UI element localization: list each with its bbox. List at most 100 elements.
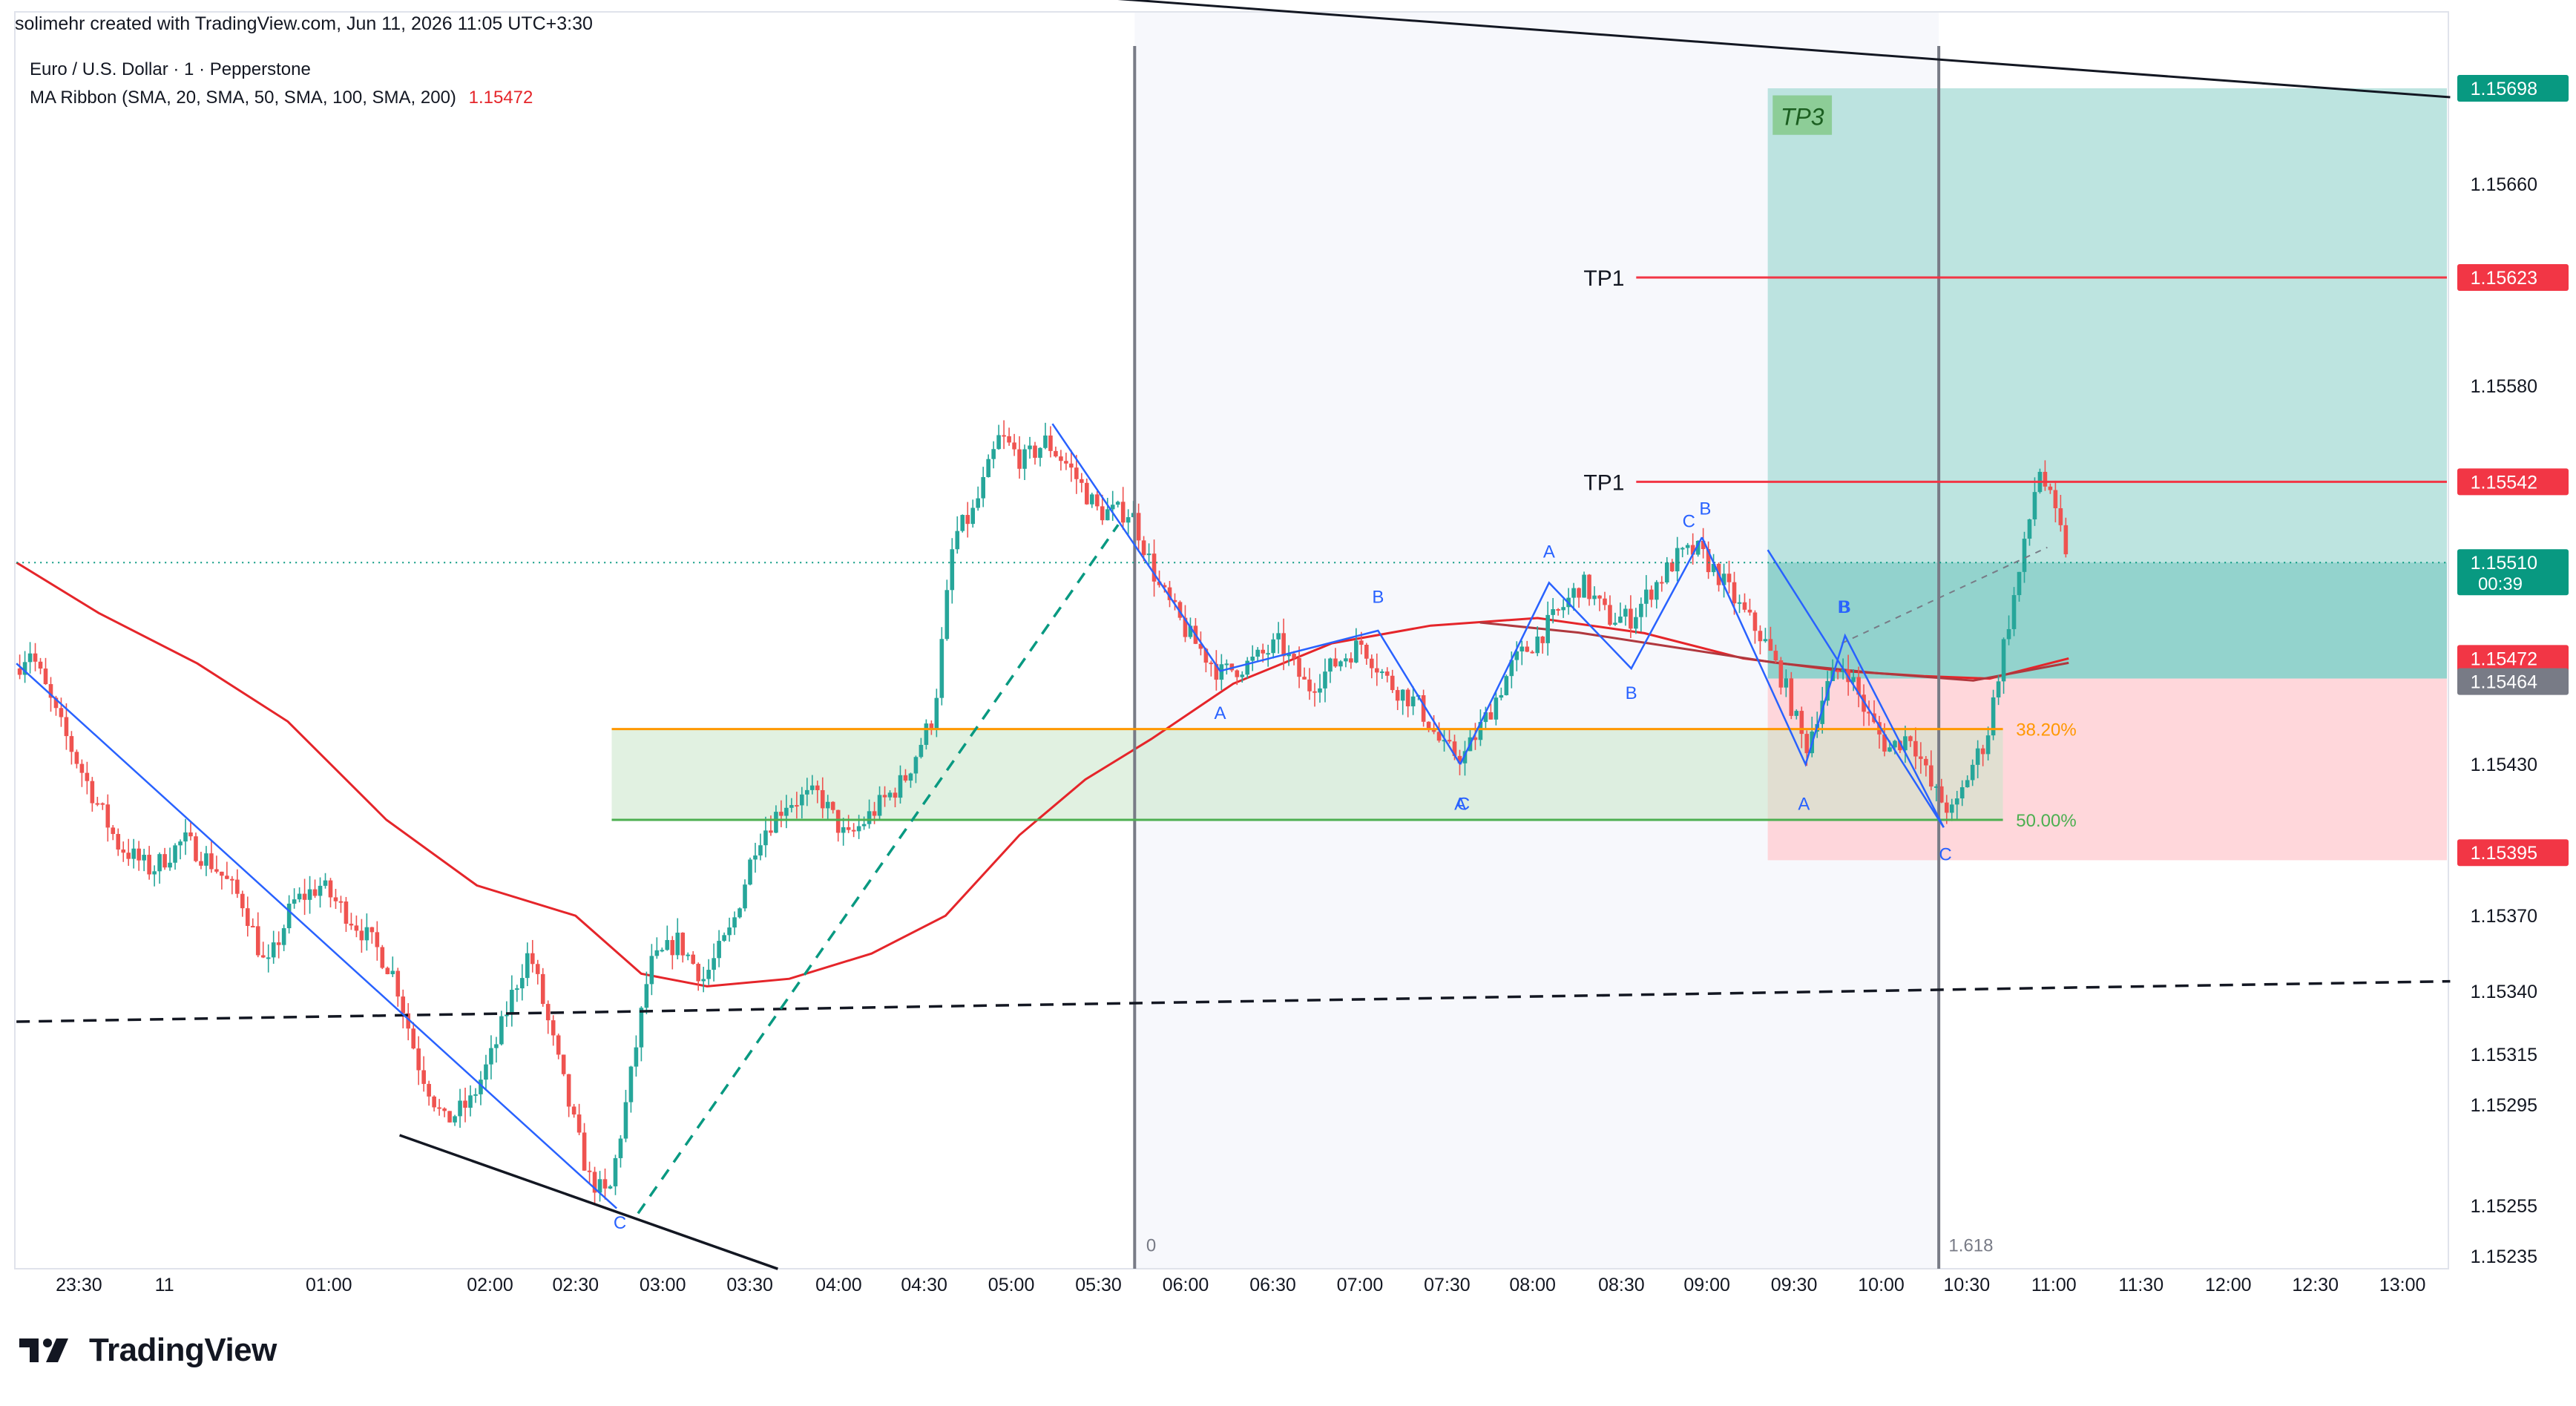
candle-body-118 xyxy=(628,1066,634,1103)
candle-body-141 xyxy=(748,859,752,885)
candle-body-248 xyxy=(1302,677,1307,680)
candle-body-340 xyxy=(1778,660,1784,688)
candle-body-123 xyxy=(654,950,660,956)
candle-body-334 xyxy=(1747,609,1752,613)
candle-body-282 xyxy=(1478,722,1483,740)
candle-body-77 xyxy=(416,1048,421,1071)
candle-body-125 xyxy=(665,939,670,950)
fib-time-start-label: 0 xyxy=(1146,1236,1156,1256)
candle-body-126 xyxy=(670,939,675,956)
candle-body-275 xyxy=(1442,740,1447,742)
candle-body-150 xyxy=(795,805,799,807)
candle-body-369 xyxy=(1929,765,1933,787)
price-badge-text-6: 1.15464 xyxy=(2471,672,2537,693)
candle-body-120 xyxy=(639,1008,644,1048)
wave-line-3 xyxy=(1459,536,1703,765)
tradingview-logo[interactable]: TradingView xyxy=(19,1332,277,1369)
x-tick-label-1: 23:30 xyxy=(56,1275,102,1295)
candle-body-302 xyxy=(1582,574,1586,598)
price-badge-3 xyxy=(2457,468,2569,496)
candle-body-324 xyxy=(1695,540,1701,555)
candle-body-274 xyxy=(1436,732,1442,741)
candle-body-180 xyxy=(950,549,955,591)
tp3-label: TP3 xyxy=(1781,103,1824,130)
candle-body-121 xyxy=(644,984,649,1008)
tp-label-1: TP1 xyxy=(1583,266,1624,291)
x-tick-label-8: 04:00 xyxy=(815,1275,862,1295)
candle-body-208 xyxy=(1094,494,1100,507)
candle-body-395 xyxy=(2063,525,2069,555)
wave-label-1: C xyxy=(614,1213,626,1233)
wave-label-10: B xyxy=(1838,597,1850,617)
candle-body-54 xyxy=(297,893,302,900)
candle-body-330 xyxy=(1726,574,1732,582)
candle-body-296 xyxy=(1551,609,1555,615)
candle-body-108 xyxy=(576,1114,582,1133)
candle-body-71 xyxy=(385,968,390,974)
candle-body-22 xyxy=(131,848,136,859)
indicator-legend[interactable]: MA Ribbon (SMA, 20, SMA, 50, SMA, 100, S… xyxy=(30,88,533,108)
candle-body-336 xyxy=(1758,631,1763,642)
candle-body-251 xyxy=(1318,688,1322,693)
candle-body-27 xyxy=(157,854,162,872)
candle-body-142 xyxy=(753,855,758,860)
x-tick-label-7: 03:30 xyxy=(726,1275,773,1295)
candle-body-392 xyxy=(2048,486,2053,490)
candle-body-345 xyxy=(1804,734,1810,754)
wave-label-2: A xyxy=(1215,703,1226,723)
candle-body-148 xyxy=(784,807,789,816)
y-tick-label-8: 1.15255 xyxy=(2471,1196,2537,1217)
candle-body-317 xyxy=(1659,582,1664,584)
candle-body-276 xyxy=(1447,740,1452,742)
candle-body-286 xyxy=(1499,694,1504,698)
candle-body-106 xyxy=(566,1074,571,1107)
plot-border xyxy=(14,11,2449,1269)
price-badge-text-4: 1.15510 xyxy=(2471,553,2537,574)
x-tick-label-9: 04:30 xyxy=(901,1275,947,1295)
candle-body-35 xyxy=(199,861,203,866)
candle-body-74 xyxy=(401,996,406,1014)
x-tick-label-20: 10:00 xyxy=(1858,1275,1905,1295)
y-tick-label-5: 1.15340 xyxy=(2471,982,2537,1002)
x-tick-label-22: 11:00 xyxy=(2031,1275,2077,1295)
candle-body-117 xyxy=(623,1102,628,1139)
candle-body-82 xyxy=(442,1108,447,1111)
candle-body-304 xyxy=(1592,595,1597,599)
candle-body-98 xyxy=(525,953,530,979)
candle-body-110 xyxy=(587,1170,592,1172)
candle-body-83 xyxy=(447,1111,452,1123)
candle-body-52 xyxy=(286,903,292,929)
candle-body-17 xyxy=(105,804,111,828)
tp3-badge xyxy=(1772,95,1833,135)
candle-body-58 xyxy=(318,885,323,896)
x-tick-label-4: 02:00 xyxy=(467,1275,513,1295)
symbol-title[interactable]: Euro / U.S. Dollar · 1 · Pepperstone xyxy=(30,59,311,79)
candle-body-383 xyxy=(2001,639,2006,682)
y-tick-label-2: 1.15580 xyxy=(2471,376,2537,397)
candle-body-380 xyxy=(1985,735,1991,755)
wave-label-3: B xyxy=(1372,588,1384,608)
candle-body-287 xyxy=(1504,676,1509,695)
candle-body-195 xyxy=(1028,445,1032,450)
tp-label-2: TP1 xyxy=(1583,470,1624,495)
candle-body-39 xyxy=(220,871,224,876)
candle-body-335 xyxy=(1752,612,1758,631)
candle-body-127 xyxy=(675,933,680,956)
candle-body-37 xyxy=(209,853,214,870)
candle-body-101 xyxy=(540,973,545,1005)
candle-body-382 xyxy=(1996,681,2001,697)
candle-body-283 xyxy=(1483,712,1488,723)
candle-body-250 xyxy=(1312,691,1317,693)
candle-body-161 xyxy=(851,830,856,832)
candle-body-157 xyxy=(830,801,835,810)
candle-body-100 xyxy=(535,964,540,974)
price-badge-5 xyxy=(2457,645,2569,672)
candles-layer xyxy=(17,420,2069,1204)
wave-label-6: A xyxy=(1543,542,1555,562)
candle-body-75 xyxy=(406,1013,411,1029)
candle-body-362 xyxy=(1893,740,1897,748)
candle-body-290 xyxy=(1519,646,1525,651)
candle-body-114 xyxy=(608,1186,613,1189)
candle-body-229 xyxy=(1203,648,1209,663)
